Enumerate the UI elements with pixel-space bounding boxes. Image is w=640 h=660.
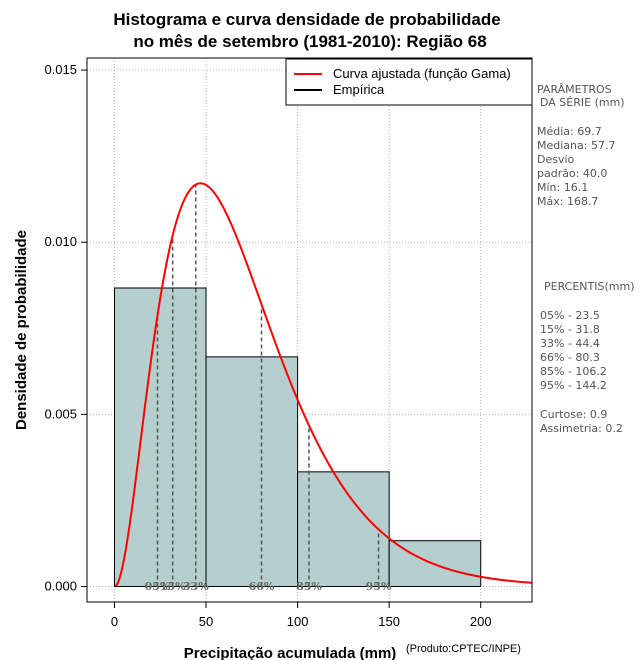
y-tick-label-0: 0.000 [44, 579, 77, 594]
chart-title-line1: Histograma e curva densidade de probabil… [113, 10, 500, 29]
x-axis: 0 50 100 150 200 [111, 602, 492, 629]
x-tick-label-0: 0 [111, 614, 118, 629]
chart-title-line2: no mês de setembro (1981-2010): Região 6… [133, 32, 486, 51]
percentis-title: PERCENTIS(mm) [544, 280, 635, 293]
percentile-label-2: 33% [183, 580, 209, 593]
legend-box [285, 58, 533, 106]
stat-min: Mín: 16.1 [537, 181, 588, 194]
percentile-labels: 05%15%33% 66% 85% 95% [145, 580, 392, 593]
stat-media: Média: 69.7 [537, 125, 602, 138]
side-panel: PARÂMETROS DA SÉRIE (mm) Média: 69.7 Med… [537, 83, 635, 435]
percentil-15: 15% - 31.8 [540, 323, 600, 336]
histogram-bar-1 [205, 356, 299, 588]
y-tick-label-3: 0.015 [44, 62, 77, 77]
percentile-label-4: 85% [296, 580, 322, 593]
percentil-85: 85% - 106.2 [540, 365, 607, 378]
histogram-bars [113, 287, 482, 588]
percentile-label-0: 05% [145, 580, 171, 593]
y-axis-label: Densidade de probabilidade [13, 230, 30, 430]
legend-label-empirical: Empírica [333, 82, 385, 97]
stat-curtose: Curtose: 0.9 [540, 408, 607, 421]
x-tick-label-3: 150 [378, 614, 400, 629]
stat-assimetria: Assimetria: 0.2 [540, 422, 623, 435]
stat-max: Máx: 168.7 [537, 195, 598, 208]
stat-mediana: Mediana: 57.7 [537, 139, 615, 152]
y-tick-label-2: 0.010 [44, 234, 77, 249]
percentile-label-5: 95% [366, 580, 392, 593]
legend-label-curve: Curva ajustada (função Gama) [333, 66, 511, 81]
x-tick-label-4: 200 [470, 614, 492, 629]
credit-label: (Produto:CPTEC/INPE) [406, 643, 521, 655]
percentile-label-3: 66% [249, 580, 275, 593]
stat-desvio-2: padrão: 40.0 [537, 167, 607, 180]
percentile-label-1: 15% [160, 580, 186, 593]
y-tick-label-1: 0.005 [44, 406, 77, 421]
histogram-bar-0 [113, 287, 207, 588]
percentil-33: 33% - 44.4 [540, 337, 600, 350]
params-title-2: DA SÉRIE (mm) [540, 96, 625, 109]
percentil-95: 95% - 144.2 [540, 379, 607, 392]
legend: Curva ajustada (função Gama) Empírica [285, 58, 533, 106]
y-axis: 0.000 0.005 0.010 0.015 [44, 62, 87, 594]
x-tick-label-2: 100 [287, 614, 309, 629]
params-title-1: PARÂMETROS [537, 83, 612, 96]
x-axis-label: Precipitação acumulada (mm) [184, 645, 397, 660]
stat-desvio-1: Desvio [537, 153, 575, 166]
gamma-curve [114, 182, 533, 587]
percentil-05: 05% - 23.5 [540, 309, 600, 322]
percentil-66: 66% - 80.3 [540, 351, 600, 364]
histogram-bar-2 [297, 471, 390, 588]
percentile-lines [156, 184, 380, 587]
plot-frame [86, 57, 533, 603]
x-tick-label-1: 50 [199, 614, 213, 629]
